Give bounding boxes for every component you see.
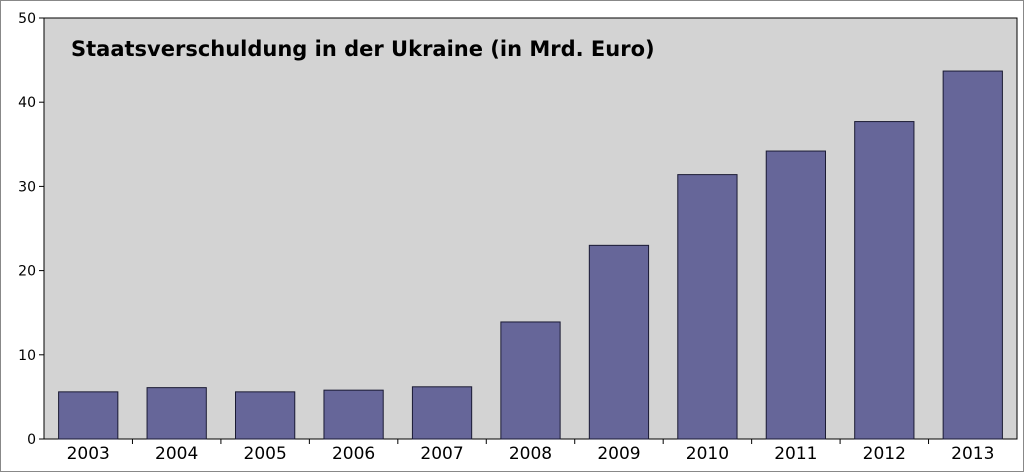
bar-2007 (411, 386, 473, 440)
bar-2004 (146, 387, 207, 440)
chart-title: Staatsverschuldung in der Ukraine (in Mr… (71, 37, 655, 61)
x-tick-label-2005: 2005 (244, 444, 287, 464)
x-tick-label-2011: 2011 (774, 444, 817, 464)
y-tick-label-40: 40 (18, 95, 36, 111)
bar-2011 (765, 150, 826, 440)
bar-2013 (942, 70, 1003, 440)
bar-2003 (58, 391, 119, 440)
y-axis: 0 10 20 30 40 50 (18, 11, 44, 448)
bar-2009 (588, 244, 650, 440)
y-tick-label-10: 10 (18, 348, 36, 364)
x-tick-label-2006: 2006 (332, 444, 375, 464)
y-tick-label-20: 20 (18, 264, 36, 280)
x-tick-label-2003: 2003 (67, 444, 110, 464)
x-tick-label-2010: 2010 (686, 444, 729, 464)
bar-2010 (677, 174, 738, 440)
x-tick-label-2013: 2013 (951, 444, 994, 464)
y-tick-label-50: 50 (18, 11, 36, 27)
bar-2005 (235, 391, 296, 440)
bar-2008 (500, 321, 561, 440)
bars-group (58, 70, 1003, 440)
x-tick-label-2007: 2007 (420, 444, 463, 464)
x-axis: 2003 2004 2005 2006 2007 2008 2009 2010 2011 2012… (67, 439, 994, 464)
y-tick-label-0: 0 (27, 432, 36, 448)
bar-2012 (854, 121, 915, 440)
bar-2006 (323, 389, 384, 440)
y-tick-label-30: 30 (18, 179, 36, 195)
x-tick-label-2009: 2009 (597, 444, 640, 464)
x-tick-label-2012: 2012 (863, 444, 906, 464)
x-tick-label-2004: 2004 (155, 444, 198, 464)
x-tick-label-2008: 2008 (509, 444, 552, 464)
